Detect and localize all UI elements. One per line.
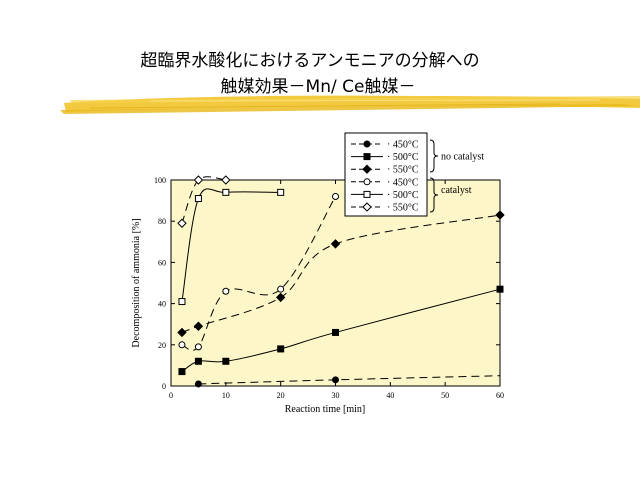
- plot-area: [171, 180, 500, 386]
- x-tick-label: 20: [277, 391, 285, 400]
- data-point: [333, 193, 339, 199]
- data-point: [278, 346, 284, 352]
- data-point: [179, 299, 185, 305]
- data-point: [333, 329, 339, 335]
- legend-label: · 500°C: [387, 190, 419, 201]
- x-axis-label: Reaction time [min]: [285, 404, 366, 415]
- y-tick-label: 40: [158, 300, 166, 309]
- data-point: [333, 377, 339, 383]
- y-tick-label: 20: [158, 341, 166, 350]
- y-tick-label: 80: [158, 217, 166, 226]
- data-point: [497, 286, 503, 292]
- legend-marker: [364, 191, 370, 197]
- y-axis-label: Decomposition of ammonia [%]: [131, 218, 142, 347]
- legend-brace: [430, 140, 438, 172]
- data-point: [179, 342, 185, 348]
- y-tick-label: 100: [154, 176, 166, 185]
- legend-label: · 450°C: [387, 177, 419, 188]
- data-point: [223, 358, 229, 364]
- data-point: [195, 358, 201, 364]
- legend-group-catalyst: catalyst: [441, 185, 472, 196]
- data-point: [223, 288, 229, 294]
- data-point: [195, 381, 201, 387]
- data-point: [195, 344, 201, 350]
- legend-label: · 550°C: [387, 165, 419, 176]
- x-tick-label: 10: [222, 391, 230, 400]
- x-tick-label: 40: [386, 391, 394, 400]
- data-point: [278, 286, 284, 292]
- x-tick-label: 0: [169, 391, 173, 400]
- x-tick-label: 30: [332, 391, 340, 400]
- legend-marker: [364, 141, 370, 147]
- x-tick-label: 50: [441, 391, 449, 400]
- legend-label: · 550°C: [387, 203, 419, 214]
- data-point: [278, 189, 284, 195]
- legend-marker: [364, 154, 370, 160]
- x-tick-label: 60: [496, 391, 504, 400]
- data-point: [223, 189, 229, 195]
- legend-group-no-catalyst: no catalyst: [441, 152, 484, 163]
- data-point: [195, 196, 201, 202]
- data-point: [179, 369, 185, 375]
- y-tick-label: 0: [162, 382, 166, 391]
- legend-label: · 450°C: [387, 140, 419, 151]
- legend-label: · 500°C: [387, 152, 419, 163]
- legend-marker: [364, 179, 370, 185]
- y-tick-label: 60: [158, 258, 166, 267]
